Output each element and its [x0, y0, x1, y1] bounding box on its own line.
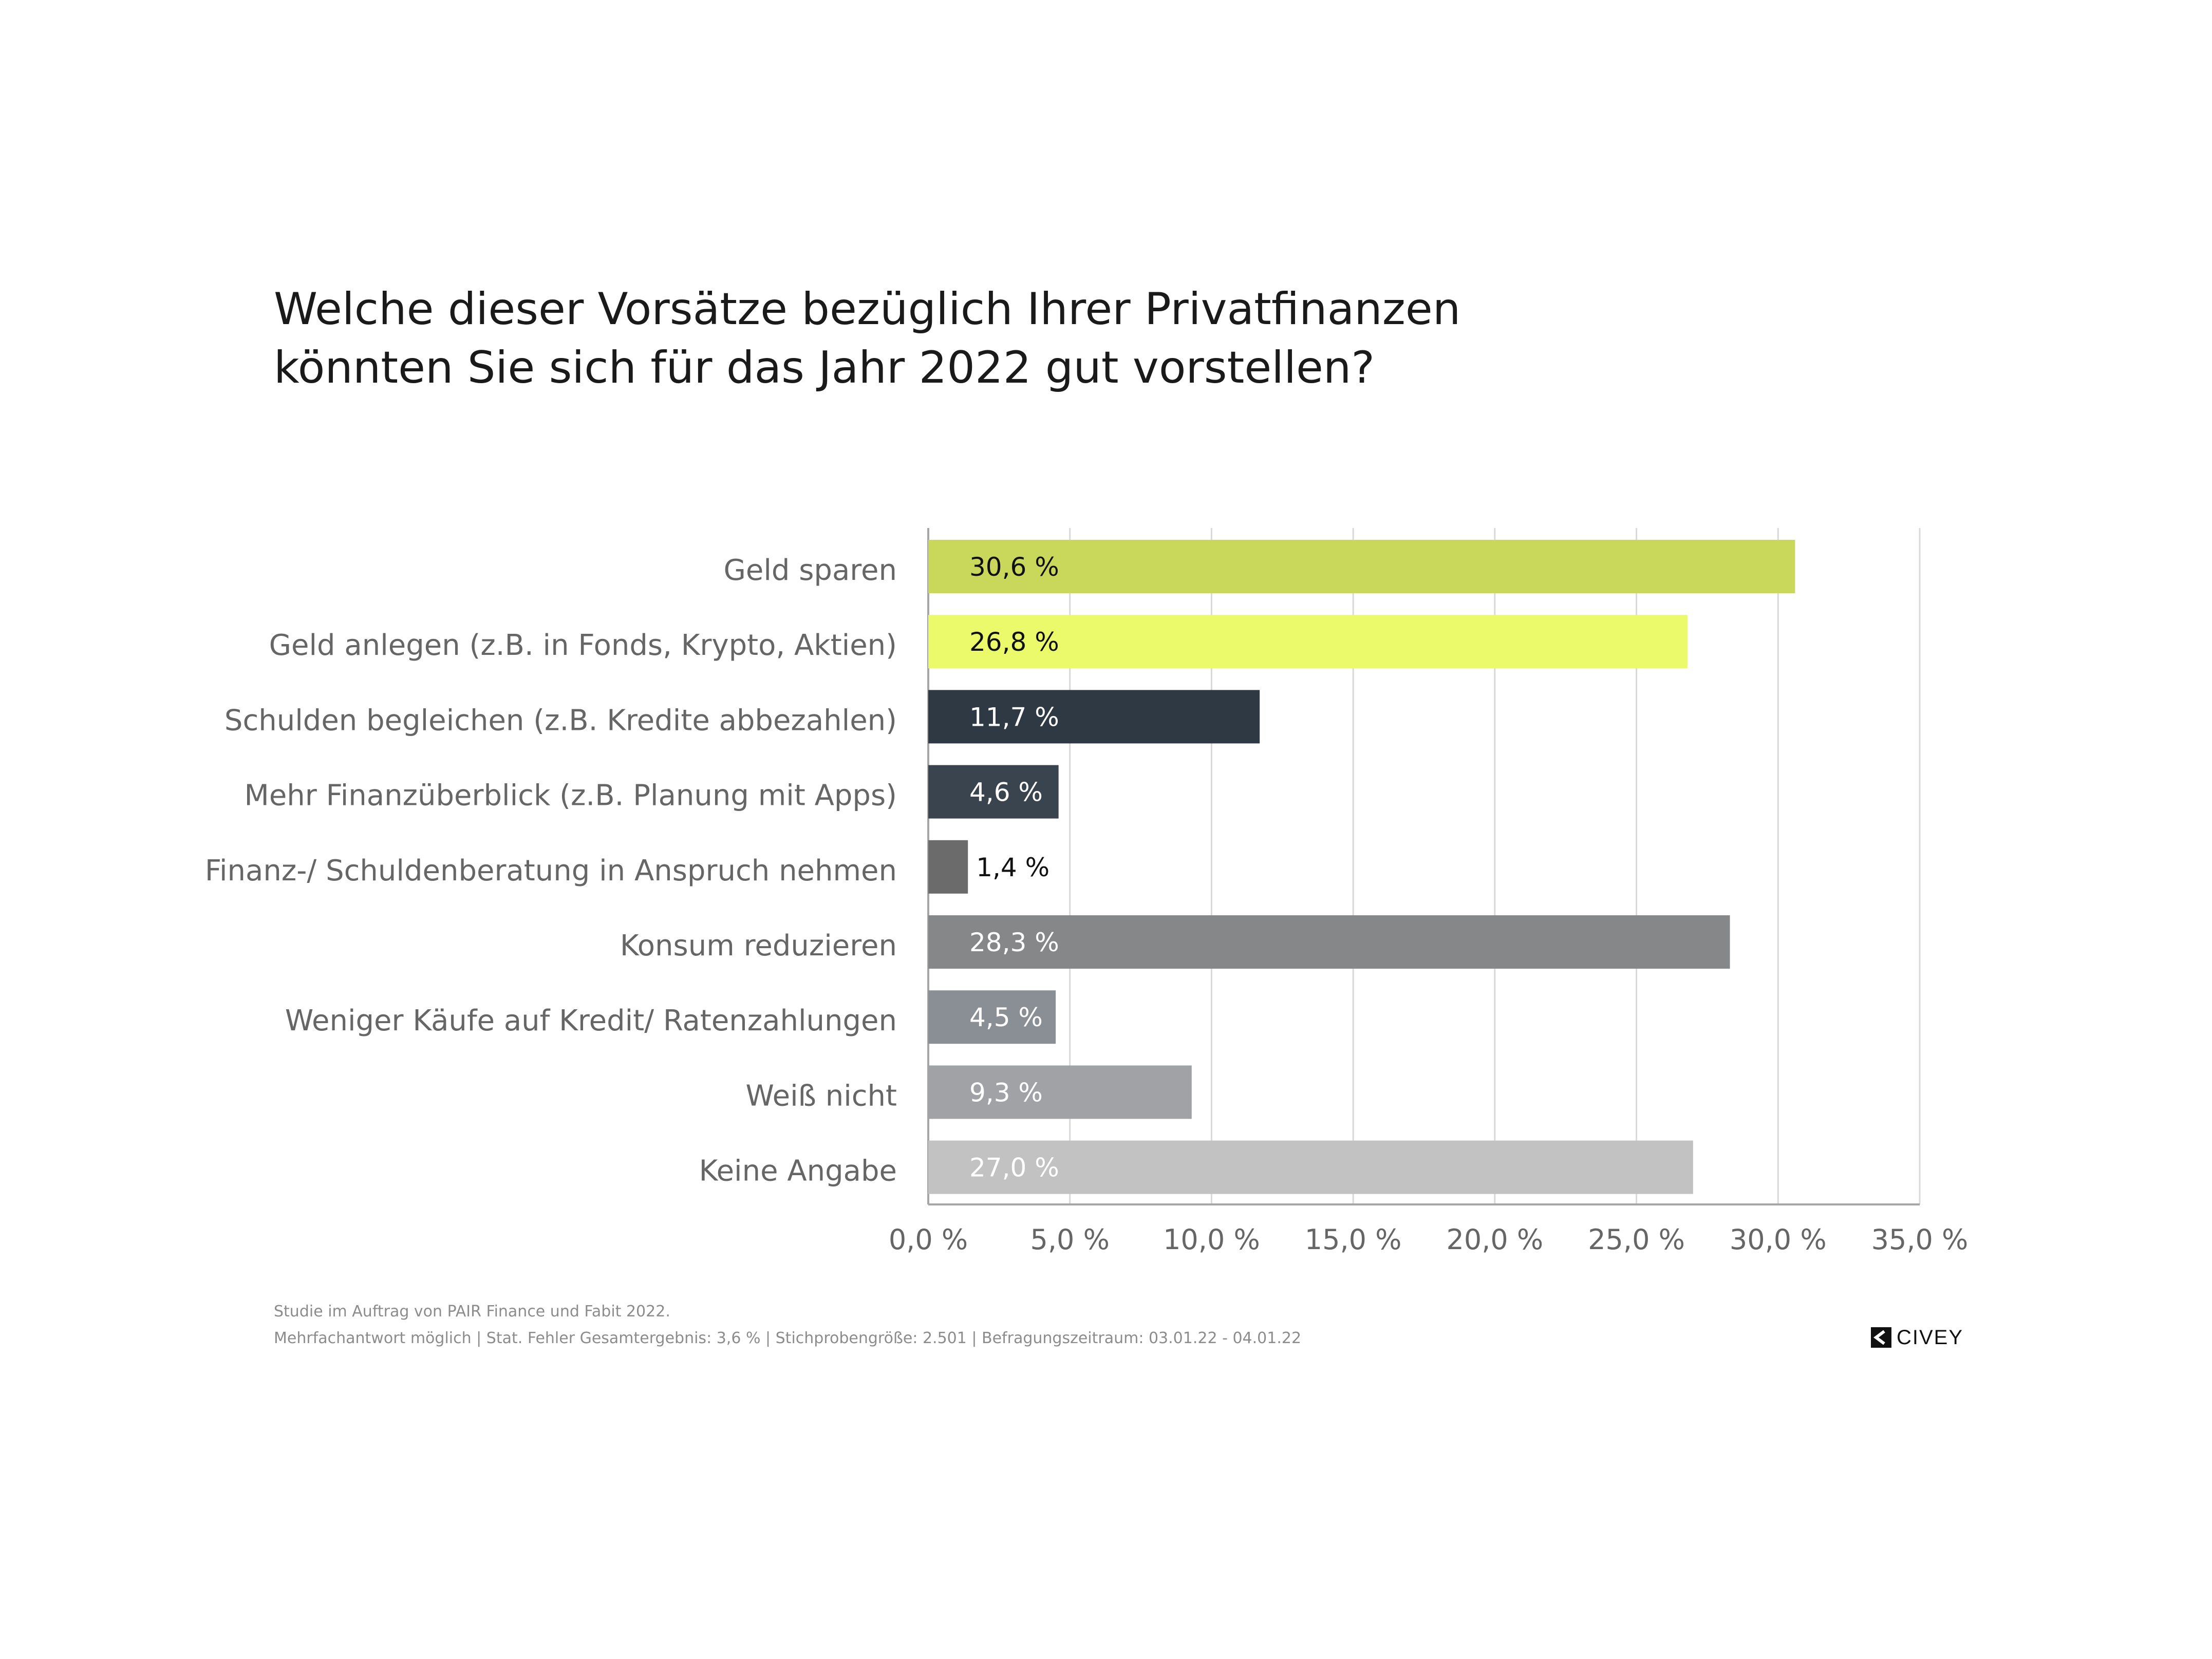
- bar: [928, 540, 1795, 593]
- x-axis-ticks: 0,0 % 5,0 % 10,0 % 15,0 % 20,0 % 25,0 % 30,0 %…: [889, 1223, 1969, 1256]
- footnote-line-2: Mehrfachantwort möglich | Stat. Fehler G…: [274, 1329, 1302, 1347]
- footnote-line-1: Studie im Auftrag von PAIR Finance und F…: [274, 1303, 670, 1321]
- bar-value-label: 11,7 %: [969, 702, 1059, 732]
- bar: [928, 615, 1688, 669]
- category-label: Keine Angabe: [699, 1155, 897, 1188]
- category-label: Konsum reduzieren: [620, 929, 897, 963]
- bar: [928, 765, 1059, 819]
- x-tick-label: 10,0 %: [1163, 1223, 1260, 1256]
- category-label: Finanz-/ Schuldenberatung in Anspruch ne…: [205, 854, 897, 888]
- x-tick-label: 35,0 %: [1871, 1223, 1969, 1256]
- x-tick-label: 25,0 %: [1588, 1223, 1685, 1256]
- civey-logo: CIVEY: [1871, 1325, 1963, 1350]
- x-tick-label: 20,0 %: [1446, 1223, 1543, 1256]
- bar-value-label: 28,3 %: [969, 928, 1059, 957]
- bar: [928, 1140, 1693, 1194]
- chart-title: Welche dieser Vorsätze bezüglich Ihrer P…: [274, 280, 1764, 397]
- x-tick-label: 15,0 %: [1305, 1223, 1402, 1256]
- bar-value-label: 30,6 %: [969, 552, 1059, 582]
- bar-value-label: 9,3 %: [969, 1078, 1043, 1107]
- bar-value-label: 27,0 %: [969, 1153, 1059, 1183]
- bar: [928, 840, 968, 894]
- chart-title-line-1: Welche dieser Vorsätze bezüglich Ihrer P…: [274, 284, 1461, 335]
- civey-logo-text: CIVEY: [1897, 1326, 1964, 1349]
- category-label: Mehr Finanzüberblick (z.B. Planung mit A…: [245, 779, 897, 813]
- bar-value-label: 1,4 %: [976, 853, 1049, 882]
- bars: 30,6 % 26,8 % 11,7 % 4,6 % 1,4 % 28,3 % 4,5 % 9…: [928, 540, 1795, 1194]
- bar: [928, 1065, 1192, 1119]
- bar-value-label: 4,6 %: [969, 778, 1043, 807]
- category-labels: Geld sparen Geld anlegen (z.B. in Fonds, …: [205, 554, 897, 1188]
- footnote: Studie im Auftrag von PAIR Finance und F…: [274, 1298, 1815, 1352]
- x-tick-label: 0,0 %: [889, 1223, 968, 1256]
- category-label: Weniger Käufe auf Kredit/ Ratenzahlungen: [285, 1004, 897, 1038]
- category-label: Geld sparen: [723, 554, 897, 587]
- bar-chart: 30,6 % 26,8 % 11,7 % 4,6 % 1,4 % 28,3 % 4,5 % 9…: [205, 528, 1969, 1256]
- bar: [928, 915, 1730, 969]
- chart-title-line-2: könnten Sie sich für das Jahr 2022 gut v…: [274, 342, 1375, 393]
- bar: [928, 990, 1056, 1044]
- bar-value-label: 26,8 %: [969, 627, 1059, 657]
- category-label: Weiß nicht: [746, 1079, 897, 1113]
- bar: [928, 690, 1260, 744]
- civey-logo-icon: [1871, 1327, 1891, 1348]
- bar-value-label: 4,5 %: [969, 1003, 1043, 1032]
- x-tick-label: 5,0 %: [1030, 1223, 1110, 1256]
- category-label: Schulden begleichen (z.B. Kredite abbeza…: [224, 704, 897, 737]
- category-label: Geld anlegen (z.B. in Fonds, Krypto, Akt…: [269, 629, 897, 662]
- x-tick-label: 30,0 %: [1730, 1223, 1827, 1256]
